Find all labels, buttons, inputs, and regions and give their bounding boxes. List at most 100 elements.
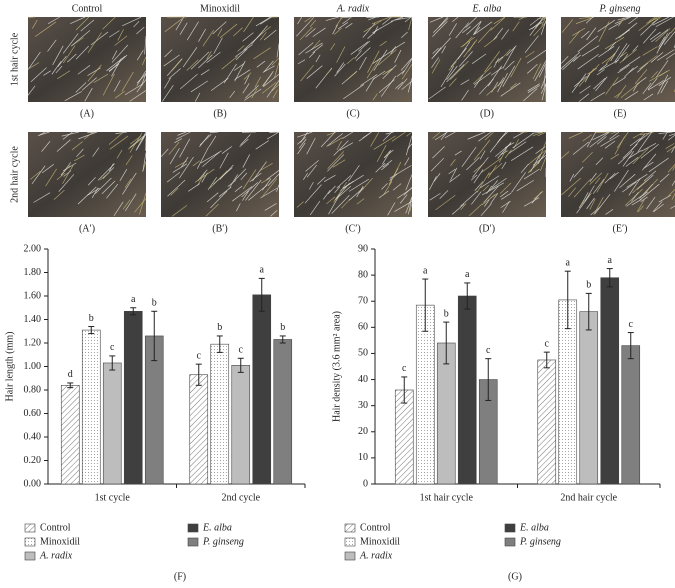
hair [375, 162, 386, 173]
hair [93, 73, 109, 83]
hair [263, 73, 280, 87]
y-tick-label: 1.40 [24, 314, 42, 325]
hair [234, 60, 246, 82]
hair [356, 185, 364, 198]
hair [615, 44, 630, 64]
y-tick-label: 1.00 [24, 361, 42, 372]
hair [122, 172, 137, 195]
hair [325, 16, 339, 21]
hair [390, 46, 397, 55]
hair [605, 77, 619, 95]
hair [124, 193, 137, 212]
hair [296, 17, 315, 37]
hair [651, 29, 669, 43]
hair [435, 194, 456, 211]
hair [571, 73, 587, 93]
photo-label: (E) [614, 108, 627, 119]
hair [245, 84, 259, 99]
hair [596, 69, 605, 76]
hair [197, 171, 206, 186]
hair [370, 131, 380, 147]
hair [348, 187, 364, 201]
y-tick-label: 80 [358, 269, 368, 280]
hair [624, 188, 643, 206]
hair [577, 35, 599, 53]
hair [616, 84, 627, 99]
panel-label: (G) [508, 571, 522, 582]
hair [37, 131, 46, 137]
hair [657, 74, 669, 95]
hair [671, 192, 675, 200]
hair [408, 16, 413, 31]
hair [236, 203, 241, 212]
legend-label: A. radix [359, 550, 393, 561]
hair [70, 16, 86, 25]
hair [659, 173, 670, 183]
hair [501, 192, 512, 200]
hair [331, 195, 350, 214]
hair [596, 172, 609, 193]
hair [458, 51, 473, 67]
hair [182, 47, 198, 68]
hair [579, 85, 591, 94]
hair [39, 131, 50, 136]
legend-swatch [24, 551, 36, 561]
hair [262, 70, 274, 87]
hair [615, 29, 630, 40]
y-tick-label: 0.40 [24, 431, 42, 442]
hair [122, 16, 142, 27]
hair [362, 131, 372, 139]
bar [123, 310, 143, 485]
hair [243, 32, 263, 51]
hair [134, 198, 147, 213]
y-tick-label: 1.80 [24, 267, 42, 278]
hair [599, 63, 608, 70]
hair [577, 53, 599, 70]
hair [620, 51, 628, 58]
hair [168, 141, 180, 155]
hair [263, 60, 274, 72]
column-header: Control [72, 3, 103, 14]
hair [609, 172, 619, 180]
hair [229, 90, 236, 99]
significance-letter: c [110, 342, 115, 353]
hair [651, 71, 658, 79]
hair [328, 194, 340, 215]
hair [242, 83, 250, 94]
hair [381, 163, 390, 171]
hair [108, 163, 114, 172]
hair [441, 45, 447, 54]
hair [78, 131, 98, 140]
hair [669, 133, 675, 137]
hair [653, 203, 664, 212]
hair [620, 82, 641, 99]
hair [614, 169, 629, 192]
hair [271, 84, 280, 92]
hair [87, 131, 96, 134]
legend-swatch [187, 537, 199, 547]
hair [47, 39, 57, 52]
hair [528, 22, 543, 31]
hair [382, 149, 392, 165]
hair [561, 19, 574, 33]
hair [315, 54, 321, 63]
hair [181, 156, 189, 168]
hair [407, 77, 413, 93]
hair [446, 64, 465, 83]
bar [60, 384, 80, 485]
significance-letter: a [131, 294, 136, 305]
hair [448, 78, 457, 87]
x-tick-label: 1st hair cycle [420, 492, 474, 503]
row-label: 1st hair cycle [9, 32, 20, 86]
hair [312, 27, 326, 37]
hair [380, 75, 397, 97]
hair [385, 131, 394, 135]
photo-label: (B) [213, 108, 226, 119]
hair [632, 131, 644, 139]
hair [334, 186, 341, 194]
hair [658, 76, 672, 86]
hair [511, 146, 534, 161]
hair [637, 131, 653, 153]
hair [400, 57, 413, 71]
hair [188, 183, 200, 192]
